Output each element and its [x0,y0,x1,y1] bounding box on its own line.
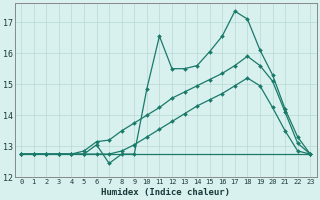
X-axis label: Humidex (Indice chaleur): Humidex (Indice chaleur) [101,188,230,197]
